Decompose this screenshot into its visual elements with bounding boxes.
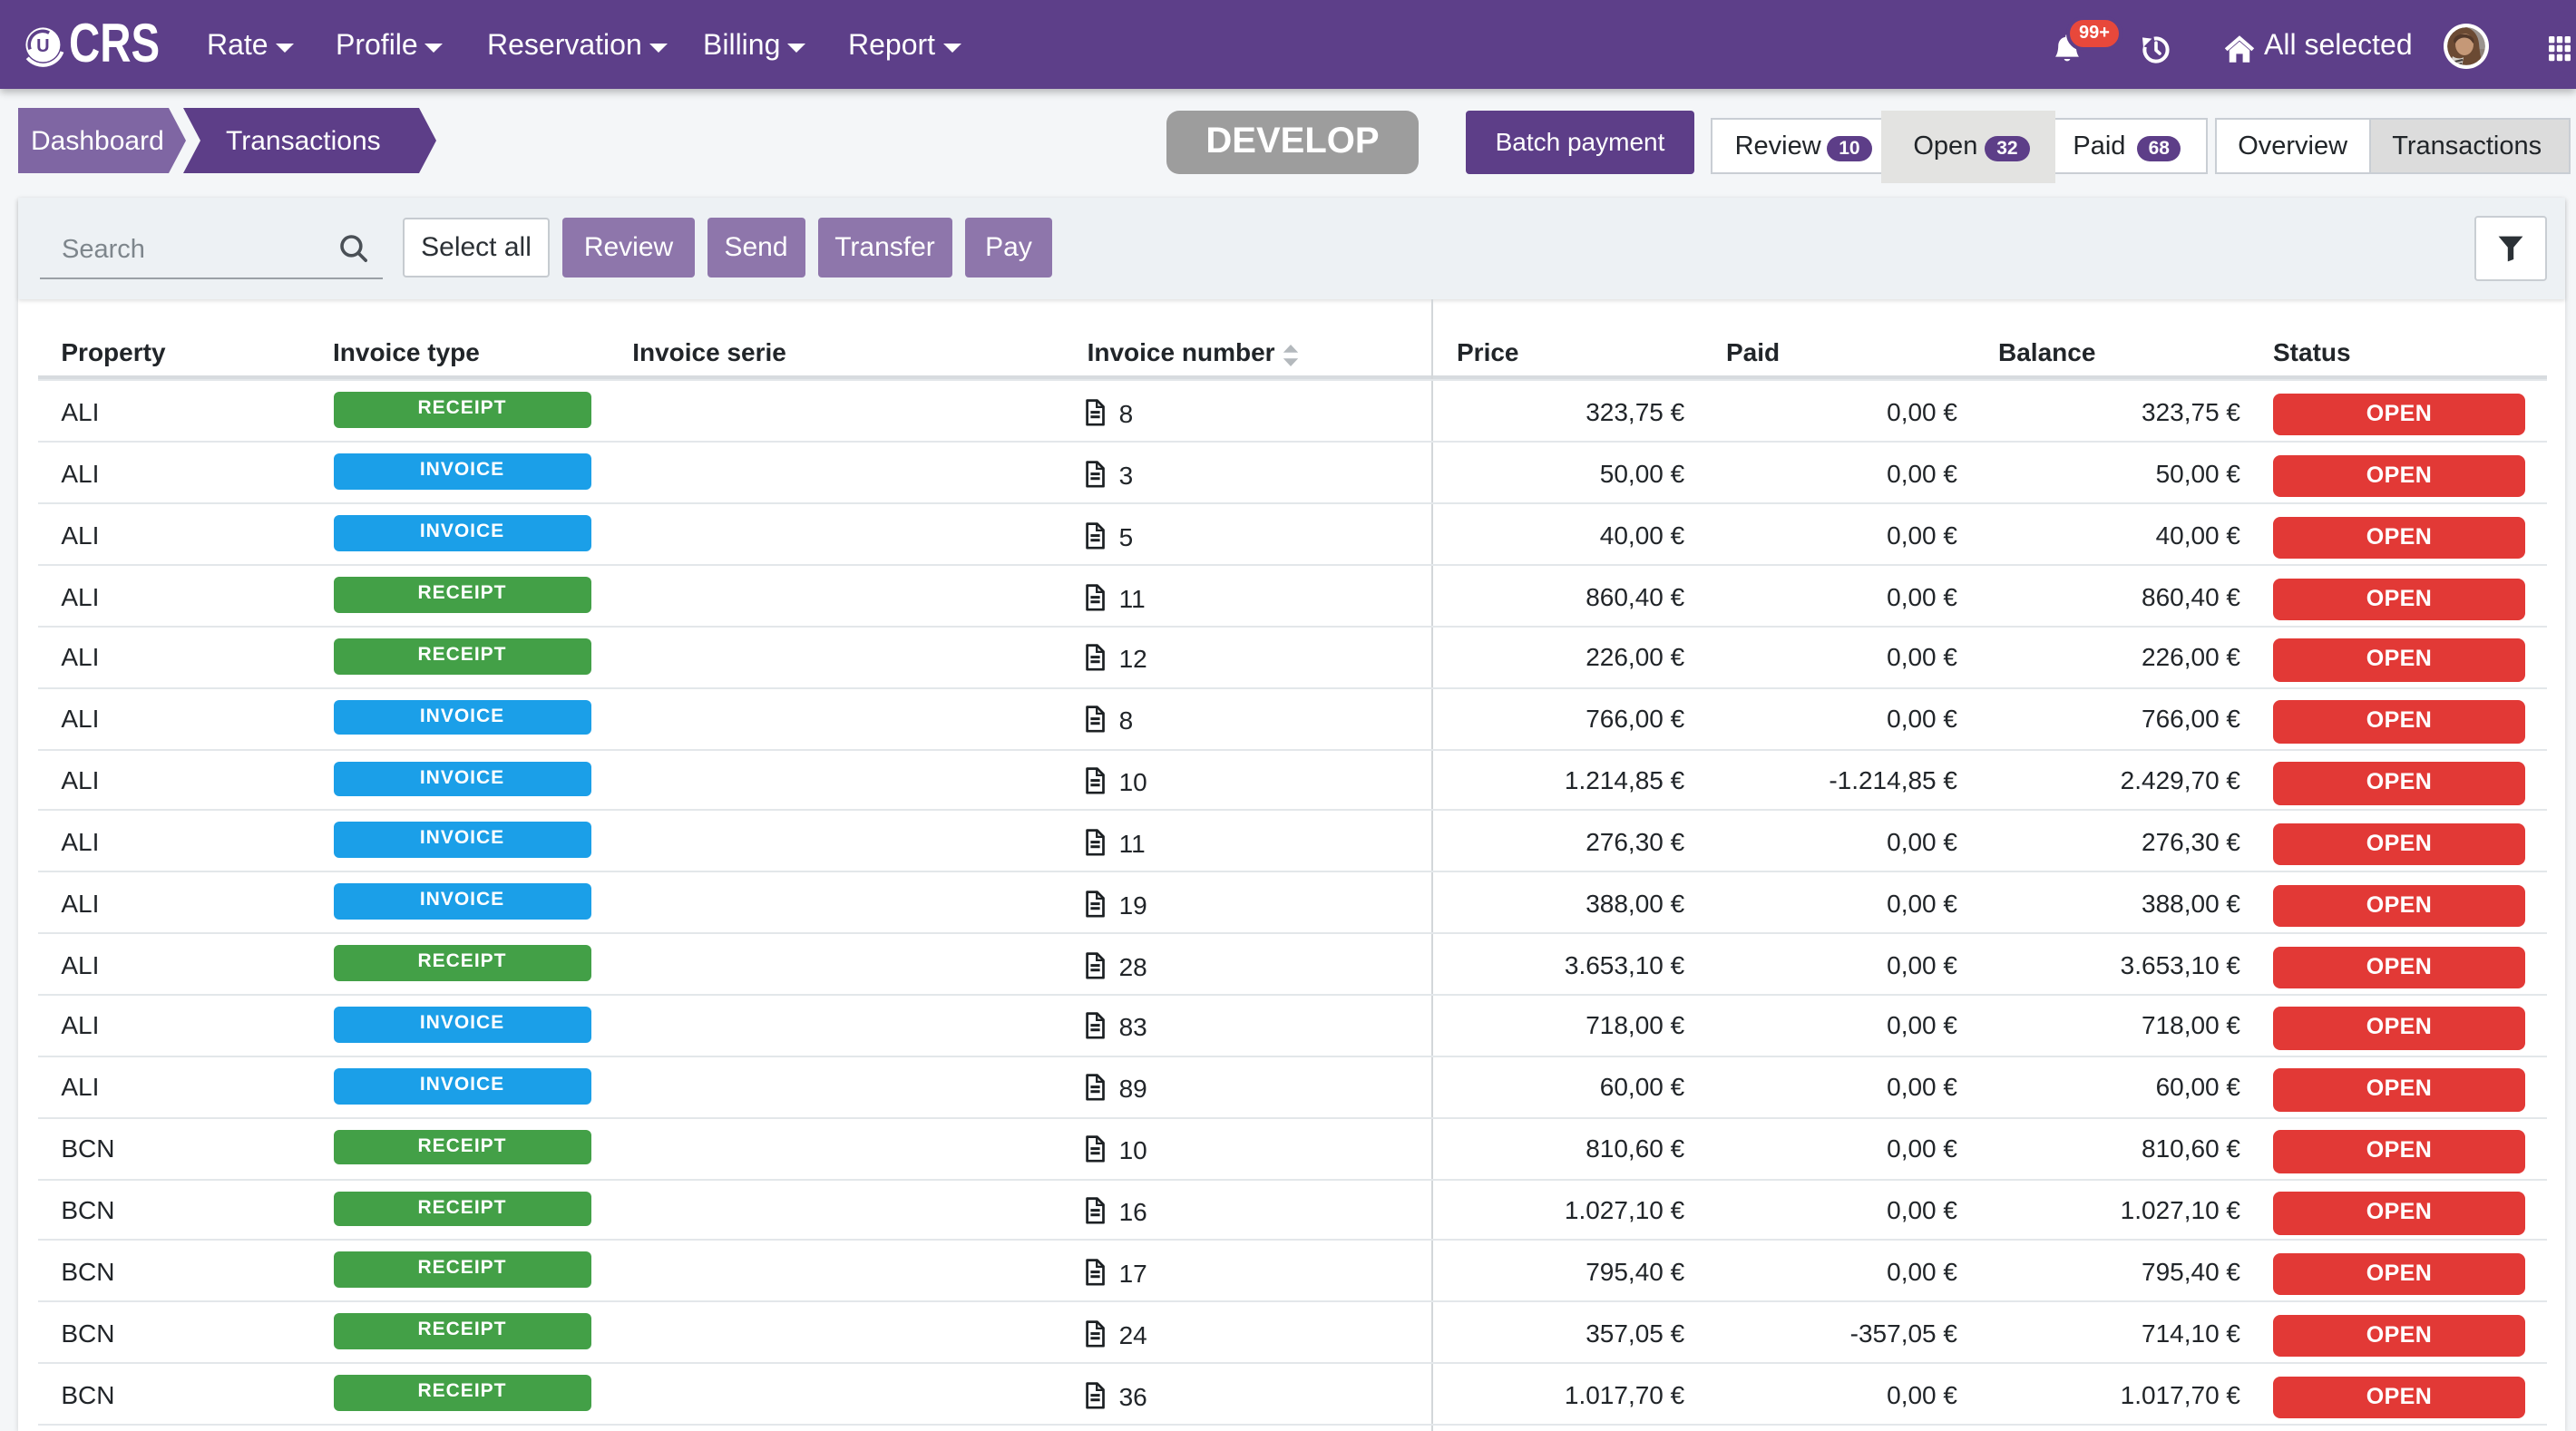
- svg-text:U: U: [36, 36, 49, 56]
- svg-text:Transactions: Transactions: [226, 126, 381, 156]
- svg-text:Dashboard: Dashboard: [31, 126, 164, 156]
